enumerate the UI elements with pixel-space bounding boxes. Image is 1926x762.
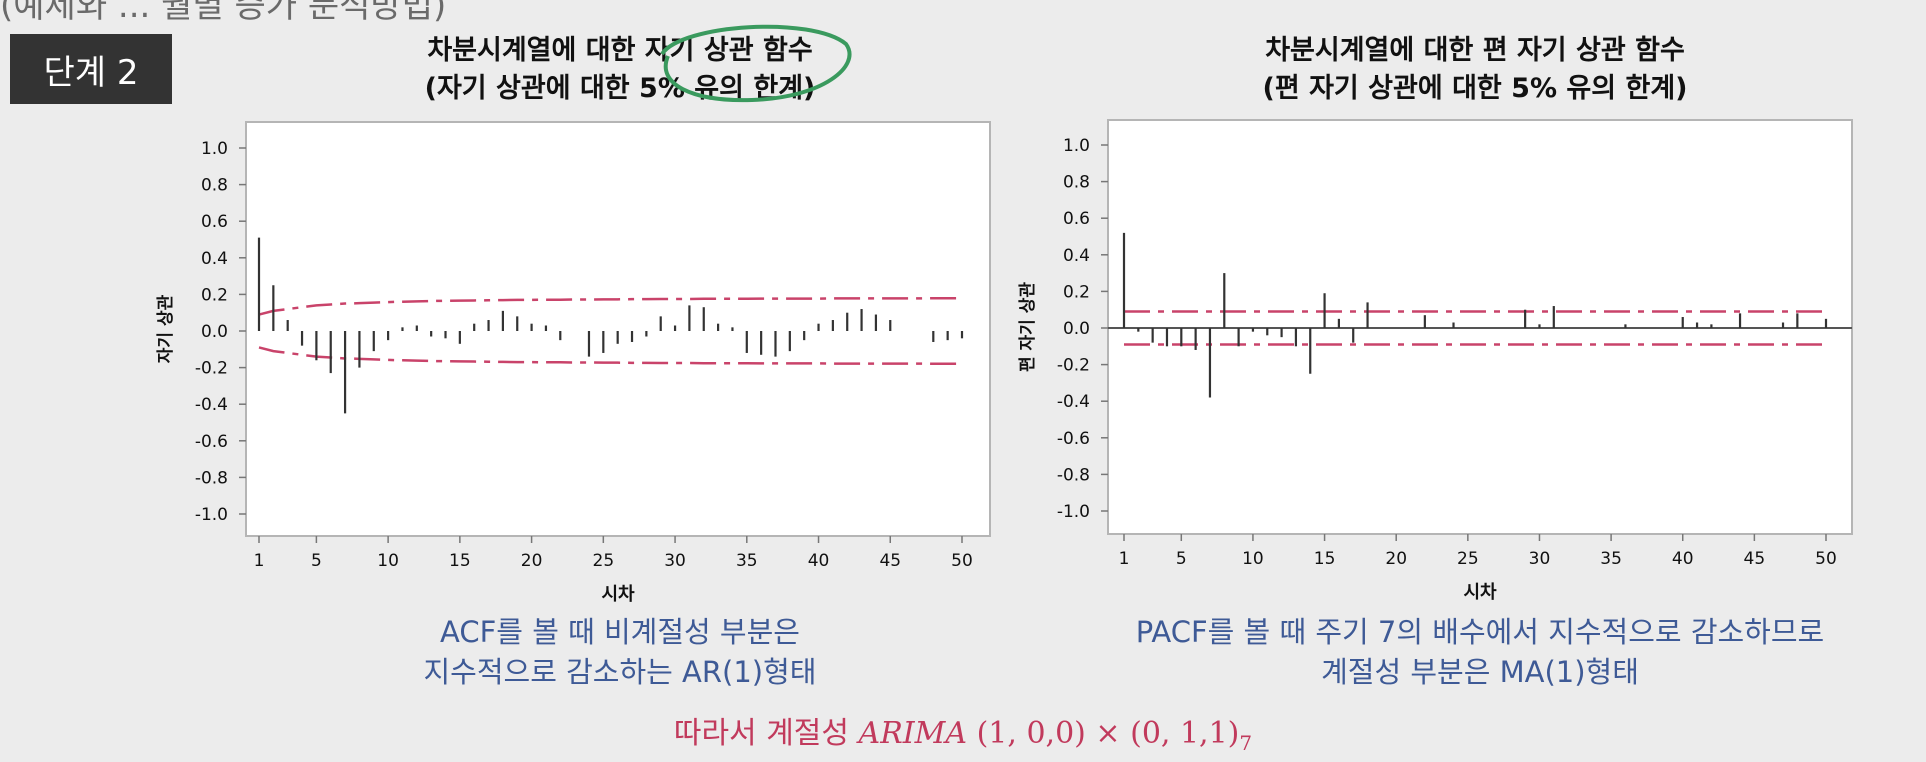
acf-y-tick-label: 0.6 <box>201 212 228 232</box>
pacf-y-axis-label: 편 자기 상관 <box>1018 282 1038 372</box>
acf-x-tick-label: 5 <box>311 551 322 571</box>
acf-y-axis-label: 자기 상관 <box>156 294 176 363</box>
acf-x-tick-label: 25 <box>593 551 615 571</box>
pacf-x-tick-label: 20 <box>1385 549 1407 569</box>
acf-upper-bound <box>258 296 962 316</box>
acf-caption-line1: ACF를 볼 때 비계절성 부분은 <box>440 615 800 649</box>
pacf-y-tick-label: -1.0 <box>1057 502 1090 522</box>
acf-lower-bound <box>258 346 962 366</box>
pacf-title-line2: (편 자기 상관에 대한 5% 유의 한계) <box>1262 73 1688 104</box>
acf-y-tick-label: -0.2 <box>195 359 228 379</box>
pacf-caption: PACF를 볼 때 주기 7의 배수에서 지수적으로 감소하므로 계절성 부분은… <box>1110 612 1850 692</box>
pacf-y-tick-label: 0.4 <box>1063 246 1090 266</box>
seasonal-order: (0, 1,1) <box>1130 716 1240 751</box>
acf-x-tick-label: 40 <box>808 551 830 571</box>
partial-top-text: (예제와 ... 월별 증가 분석방법) <box>0 0 447 26</box>
pacf-y-tick-label: -0.6 <box>1057 429 1090 449</box>
pacf-x-tick-label: 15 <box>1314 549 1336 569</box>
acf-y-tick-label: 0.0 <box>201 322 228 342</box>
pacf-y-tick-label: -0.2 <box>1057 356 1090 376</box>
acf-x-tick-label: 45 <box>879 551 901 571</box>
charts-canvas: 1.00.80.60.40.20.0-0.2-0.4-0.6-0.8-1.01 5… <box>156 119 1853 605</box>
conclusion-prefix: 따라서 계절성 <box>673 716 849 751</box>
seasonal-period: 7 <box>1239 731 1253 755</box>
acf-y-tick-label: -0.6 <box>195 432 228 452</box>
pacf-x-tick-label: 40 <box>1672 549 1694 569</box>
pacf-y-tick-label: 0.8 <box>1063 173 1090 193</box>
pacf-y-tick-label: 0.0 <box>1063 319 1090 339</box>
acf-y-tick-label: 0.8 <box>201 176 228 196</box>
acf-x-tick-label: 30 <box>664 551 686 571</box>
pacf-y-tick-label: 0.6 <box>1063 209 1090 229</box>
acf-y-tick-label: 0.2 <box>201 285 228 305</box>
acf-y-tick-label: 0.4 <box>201 249 228 269</box>
pacf-y-tick-label: 1.0 <box>1063 136 1090 156</box>
pacf-y-tick-label: 0.2 <box>1063 282 1090 302</box>
acf-x-axis-label: 시차 <box>601 584 635 605</box>
acf-caption-line2: 지수적으로 감소하는 AR(1)형태 <box>423 655 817 689</box>
times-symbol: × <box>1095 716 1121 751</box>
pacf-y-tick-label: -0.4 <box>1057 392 1090 412</box>
step-badge: 단계 2 <box>10 34 172 104</box>
pacf-x-tick-label: 50 <box>1815 549 1837 569</box>
pacf-caption-line1: PACF를 볼 때 주기 7의 배수에서 지수적으로 감소하므로 <box>1135 615 1825 649</box>
acf-y-tick-label: -1.0 <box>195 505 228 525</box>
acf-x-tick-label: 50 <box>951 551 973 571</box>
nonseasonal-order: (1, 0,0) <box>976 716 1086 751</box>
conclusion-formula: 따라서 계절성 ARIMA (1, 0,0) × (0, 1,1)7 <box>0 708 1926 755</box>
acf-y-tick-label: 1.0 <box>201 139 228 159</box>
acf-y-tick-label: -0.4 <box>195 395 228 415</box>
pacf-x-tick-label: 5 <box>1176 549 1187 569</box>
acf-plot-area <box>245 121 991 537</box>
pacf-title-line1: 차분시계열에 대한 편 자기 상관 함수 <box>1265 35 1685 66</box>
acf-caption: ACF를 볼 때 비계절성 부분은 지수적으로 감소하는 AR(1)형태 <box>340 612 900 692</box>
pacf-x-tick-label: 25 <box>1457 549 1479 569</box>
pacf-caption-line2: 계절성 부분은 MA(1)형태 <box>1321 655 1639 689</box>
acf-x-tick-label: 1 <box>254 551 265 571</box>
pacf-x-tick-label: 1 <box>1119 549 1130 569</box>
pacf-x-tick-label: 10 <box>1242 549 1264 569</box>
pacf-x-axis-label: 시차 <box>1463 582 1497 603</box>
acf-x-tick-label: 15 <box>449 551 471 571</box>
pacf-x-tick-label: 30 <box>1529 549 1551 569</box>
pacf-x-tick-label: 45 <box>1744 549 1766 569</box>
acf-x-tick-label: 35 <box>736 551 758 571</box>
acf-x-tick-label: 20 <box>521 551 543 571</box>
pacf-y-tick-label: -0.8 <box>1057 465 1090 485</box>
pacf-chart-title: 차분시계열에 대한 편 자기 상관 함수 (편 자기 상관에 대한 5% 유의 … <box>1195 32 1755 108</box>
acf-y-tick-label: -0.8 <box>195 468 228 488</box>
acf-x-tick-label: 10 <box>377 551 399 571</box>
pacf-x-tick-label: 35 <box>1600 549 1622 569</box>
arima-label: ARIMA <box>858 716 968 751</box>
